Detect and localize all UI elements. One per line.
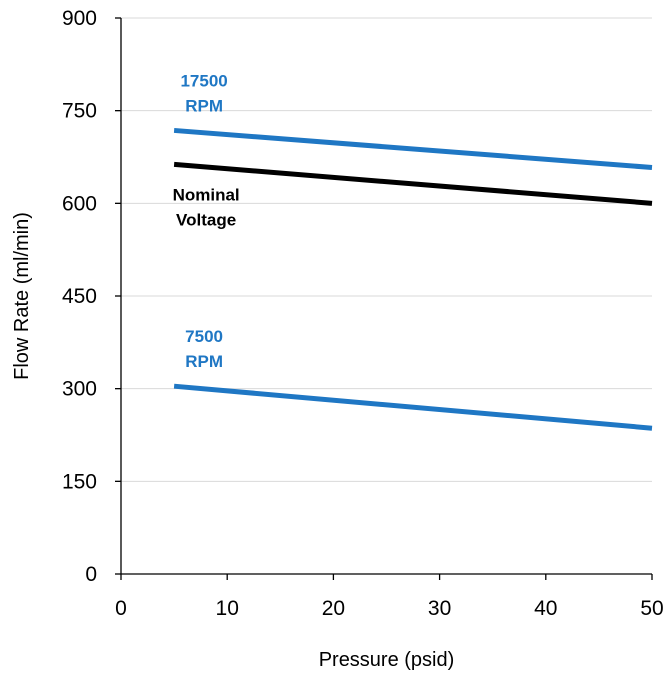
tick-labels: 0 150 300 450 600 750 900 0 10 20 30 40 50 (62, 7, 664, 620)
y-tick-label: 150 (62, 470, 97, 493)
x-tick-label: 40 (534, 597, 557, 620)
series-labels: 17500 RPM Nominal Voltage 7500 RPM (173, 71, 240, 371)
x-tick-label: 10 (216, 597, 239, 620)
series-label-line: RPM (185, 352, 223, 371)
series-line-2 (173, 161, 653, 206)
y-tick-label: 750 (62, 100, 97, 123)
x-tick-label: 20 (322, 597, 345, 620)
x-tick-label: 50 (640, 597, 663, 620)
series-line-1 (173, 127, 653, 170)
y-tick-label: 300 (62, 378, 97, 401)
x-tick-label: 30 (428, 597, 451, 620)
x-axis-title: Pressure (psid) (319, 649, 455, 671)
axes (115, 17, 653, 580)
series-label-line: Voltage (176, 210, 236, 229)
series-label-3: 7500 RPM (185, 327, 223, 371)
series-label-line: RPM (185, 96, 223, 115)
series-label-line: 17500 (180, 71, 227, 90)
y-tick-label: 900 (62, 7, 97, 30)
series-label-1: 17500 RPM (180, 71, 227, 115)
series-label-2: Nominal Voltage (173, 185, 240, 229)
series-label-line: Nominal (173, 185, 240, 204)
x-tick-label: 0 (115, 597, 127, 620)
y-tick-label: 450 (62, 285, 97, 308)
y-tick-label: 0 (85, 563, 97, 586)
y-axis-title: Flow Rate (ml/min) (11, 212, 33, 380)
y-tick-label: 600 (62, 192, 97, 215)
series-line-3 (173, 383, 653, 431)
series-lines (173, 127, 653, 431)
series-label-line: 7500 (185, 327, 223, 346)
